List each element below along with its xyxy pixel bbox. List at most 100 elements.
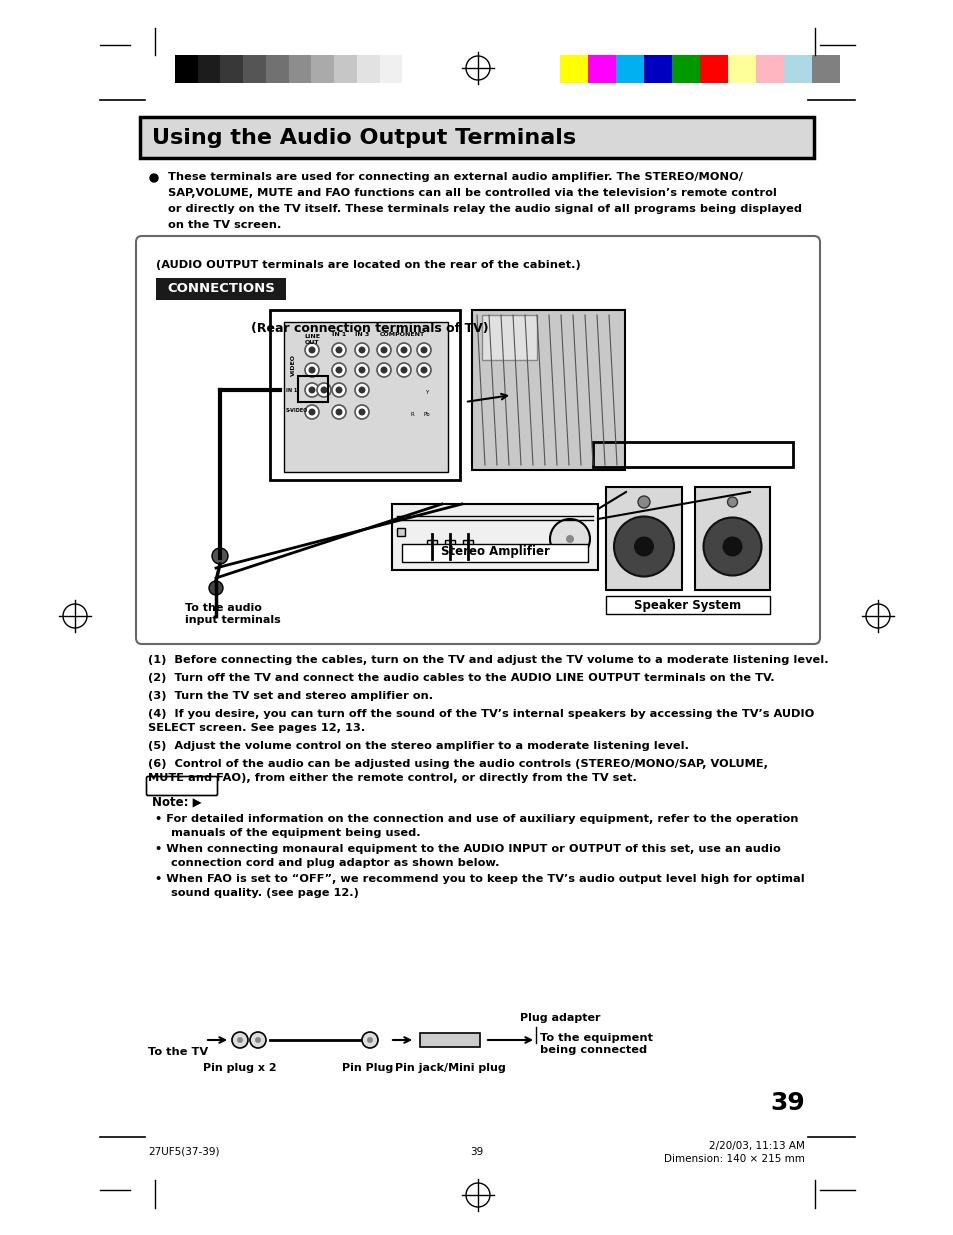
Text: R: R <box>410 412 414 417</box>
Circle shape <box>335 347 342 353</box>
Text: Stereo Amplifier: Stereo Amplifier <box>440 546 549 558</box>
Text: To the audio
input terminals: To the audio input terminals <box>185 603 280 625</box>
Circle shape <box>565 535 574 543</box>
Circle shape <box>308 409 315 415</box>
Bar <box>695 487 769 590</box>
Bar <box>481 315 537 359</box>
Text: Dimension: 140 × 215 mm: Dimension: 140 × 215 mm <box>663 1153 804 1165</box>
Circle shape <box>380 367 387 373</box>
Circle shape <box>320 387 327 394</box>
Circle shape <box>332 343 346 357</box>
Bar <box>605 597 769 614</box>
Bar <box>174 56 197 83</box>
Bar <box>587 56 616 83</box>
Bar <box>472 310 624 471</box>
Text: 27UF5(37-39): 27UF5(37-39) <box>148 1147 219 1157</box>
Circle shape <box>416 343 431 357</box>
Circle shape <box>308 367 315 373</box>
Bar <box>783 56 811 83</box>
Circle shape <box>400 367 407 373</box>
Bar <box>156 278 286 300</box>
Circle shape <box>367 1037 373 1044</box>
Text: (3)  Turn the TV set and stereo amplifier on.: (3) Turn the TV set and stereo amplifier… <box>148 692 433 701</box>
FancyBboxPatch shape <box>147 777 217 795</box>
Bar <box>334 56 356 83</box>
Bar <box>286 336 299 372</box>
Bar <box>311 56 334 83</box>
Bar <box>755 56 783 83</box>
Text: (6)  Control of the audio can be adjusted using the audio controls (STEREO/MONO/: (6) Control of the audio can be adjusted… <box>148 760 767 769</box>
Bar <box>593 442 792 467</box>
Text: manuals of the equipment being used.: manuals of the equipment being used. <box>163 827 420 839</box>
Text: COMPONENT: COMPONENT <box>379 332 424 337</box>
Bar <box>297 375 328 403</box>
Circle shape <box>150 174 158 182</box>
Circle shape <box>355 363 369 377</box>
Circle shape <box>254 1037 261 1044</box>
Circle shape <box>308 347 315 353</box>
Bar <box>401 543 587 562</box>
Bar <box>270 310 459 480</box>
Circle shape <box>232 1032 248 1049</box>
Text: Note: ▶: Note: ▶ <box>152 795 201 809</box>
Text: CONNECTIONS: CONNECTIONS <box>167 283 274 295</box>
Circle shape <box>400 347 407 353</box>
Circle shape <box>335 387 342 394</box>
Bar <box>197 56 220 83</box>
Circle shape <box>358 387 365 394</box>
Bar <box>284 322 448 472</box>
Text: VIDEO: VIDEO <box>291 354 295 375</box>
Circle shape <box>416 363 431 377</box>
Bar <box>559 56 587 83</box>
Bar <box>220 56 243 83</box>
Text: Plug adapter: Plug adapter <box>519 1013 599 1023</box>
FancyBboxPatch shape <box>136 236 820 643</box>
Bar <box>396 529 405 536</box>
Bar <box>727 56 755 83</box>
Text: (4)  If you desire, you can turn off the sound of the TV’s internal speakers by : (4) If you desire, you can turn off the … <box>148 709 814 719</box>
Bar <box>356 56 379 83</box>
Text: Pin Plug: Pin Plug <box>342 1063 394 1073</box>
Circle shape <box>335 367 342 373</box>
Bar <box>643 56 671 83</box>
Circle shape <box>376 363 391 377</box>
Circle shape <box>335 409 342 415</box>
Circle shape <box>305 405 318 419</box>
Circle shape <box>250 1032 266 1049</box>
Text: Pb: Pb <box>423 412 430 417</box>
Circle shape <box>305 383 318 396</box>
Text: (1)  Before connecting the cables, turn on the TV and adjust the TV volume to a : (1) Before connecting the cables, turn o… <box>148 655 828 664</box>
Text: (2)  Turn off the TV and connect the audio cables to the AUDIO LINE OUTPUT termi: (2) Turn off the TV and connect the audi… <box>148 673 774 683</box>
Text: Pin jack/Mini plug: Pin jack/Mini plug <box>395 1063 505 1073</box>
Text: IN 1: IN 1 <box>332 332 346 337</box>
Text: 2/20/03, 11:13 AM: 2/20/03, 11:13 AM <box>708 1141 804 1151</box>
Text: (AUDIO OUTPUT terminals are located on the rear of the cabinet.): (AUDIO OUTPUT terminals are located on t… <box>156 261 580 270</box>
Circle shape <box>380 347 387 353</box>
Circle shape <box>332 383 346 396</box>
Polygon shape <box>419 1032 479 1047</box>
Text: To the TV: To the TV <box>148 1047 208 1057</box>
Text: 39: 39 <box>470 1147 483 1157</box>
Text: Pin plug x 2: Pin plug x 2 <box>203 1063 276 1073</box>
Bar <box>616 56 643 83</box>
Text: IN 1: IN 1 <box>286 388 297 393</box>
Text: sound quality. (see page 12.): sound quality. (see page 12.) <box>163 888 358 898</box>
Circle shape <box>332 405 346 419</box>
Circle shape <box>316 383 331 396</box>
Circle shape <box>638 496 649 508</box>
Text: 39: 39 <box>769 1091 804 1115</box>
Circle shape <box>355 405 369 419</box>
Circle shape <box>614 516 673 577</box>
Text: SELECT screen. See pages 12, 13.: SELECT screen. See pages 12, 13. <box>148 722 365 734</box>
Bar <box>402 56 424 83</box>
Text: Speaker System: Speaker System <box>634 599 740 611</box>
Text: (Rear connection terminals of TV): (Rear connection terminals of TV) <box>251 322 488 335</box>
Circle shape <box>702 517 760 576</box>
Text: • For detailed information on the connection and use of auxiliary equipment, ref: • For detailed information on the connec… <box>154 814 798 824</box>
Circle shape <box>396 363 411 377</box>
Circle shape <box>358 367 365 373</box>
Text: SAP,VOLUME, MUTE and FAO functions can all be controlled via the television’s re: SAP,VOLUME, MUTE and FAO functions can a… <box>168 188 776 198</box>
Text: Using the Audio Output Terminals: Using the Audio Output Terminals <box>152 127 576 147</box>
Bar <box>462 540 473 546</box>
Text: or directly on the TV itself. These terminals relay the audio signal of all prog: or directly on the TV itself. These term… <box>168 204 801 214</box>
